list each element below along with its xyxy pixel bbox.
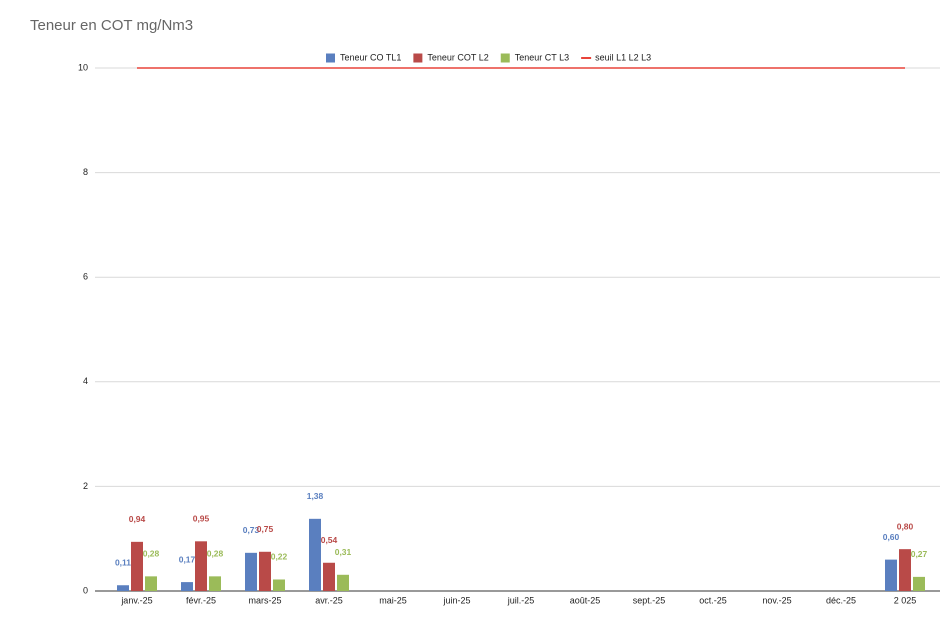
y-tick-label: 2 bbox=[83, 481, 88, 491]
bar bbox=[145, 576, 157, 591]
y-tick-label: 8 bbox=[83, 167, 88, 177]
bar bbox=[259, 551, 271, 591]
legend-label: Teneur COT L2 bbox=[427, 52, 488, 62]
value-label: 0,60 bbox=[883, 532, 900, 542]
value-label: 0,80 bbox=[897, 521, 914, 531]
legend-swatch bbox=[413, 53, 423, 63]
bar bbox=[273, 579, 285, 591]
x-tick-label: nov.-25 bbox=[762, 595, 791, 605]
legend: Teneur CO TL1 Teneur COT L2 Teneur CT L3 se… bbox=[326, 52, 651, 63]
legend-label: Teneur CT L3 bbox=[515, 52, 569, 62]
legend-swatch bbox=[326, 53, 335, 63]
legend-swatch bbox=[500, 53, 510, 63]
bar bbox=[117, 585, 129, 591]
bar bbox=[913, 576, 925, 591]
value-label: 0,11 bbox=[115, 557, 131, 567]
legend-label: Teneur CO TL1 bbox=[340, 52, 401, 62]
value-label: 0,27 bbox=[911, 549, 928, 559]
chart-title: Teneur en COT mg/Nm3 bbox=[30, 17, 193, 34]
value-label: 0,28 bbox=[207, 549, 224, 559]
bar bbox=[885, 559, 897, 591]
y-tick-label: 10 bbox=[78, 62, 88, 72]
value-label: 0,94 bbox=[129, 514, 146, 524]
x-tick-label: août-25 bbox=[570, 595, 601, 605]
x-tick-label: sept.-25 bbox=[633, 595, 666, 605]
bar bbox=[309, 518, 321, 591]
value-label: 0,22 bbox=[271, 552, 288, 562]
value-label: 1,38 bbox=[307, 491, 324, 501]
x-tick-label: mars-25 bbox=[248, 595, 281, 605]
value-label: 0,75 bbox=[257, 524, 274, 534]
x-tick-label: déc.-25 bbox=[826, 595, 856, 605]
x-tick-label: févr.-25 bbox=[186, 595, 216, 605]
x-tick-label: avr.-25 bbox=[315, 595, 343, 605]
y-tick-label: 0 bbox=[83, 585, 88, 595]
x-tick-label: mai-25 bbox=[379, 595, 407, 605]
y-tick-label: 6 bbox=[83, 272, 88, 282]
bar bbox=[323, 562, 335, 591]
x-tick-label: juin-25 bbox=[442, 595, 470, 605]
x-tick-label: 2 025 bbox=[894, 595, 917, 605]
x-tick-label: juil.-25 bbox=[507, 595, 535, 605]
bar bbox=[131, 541, 143, 591]
bar bbox=[209, 576, 221, 591]
value-label: 0,28 bbox=[143, 549, 160, 559]
value-label: 0,54 bbox=[321, 535, 338, 545]
bar bbox=[195, 541, 207, 591]
x-tick-label: janv.-25 bbox=[120, 595, 152, 605]
y-tick-label: 4 bbox=[83, 376, 88, 386]
value-label: 0,31 bbox=[335, 547, 352, 557]
bar bbox=[899, 549, 911, 591]
bar bbox=[181, 582, 193, 591]
bar bbox=[245, 552, 257, 591]
legend-label: seuil L1 L2 L3 bbox=[595, 52, 651, 62]
value-label: 0,73 bbox=[243, 525, 260, 535]
value-label: 0,17 bbox=[179, 554, 196, 564]
bar bbox=[337, 574, 349, 591]
x-tick-label: oct.-25 bbox=[699, 595, 727, 605]
value-label: 0,95 bbox=[193, 514, 210, 524]
